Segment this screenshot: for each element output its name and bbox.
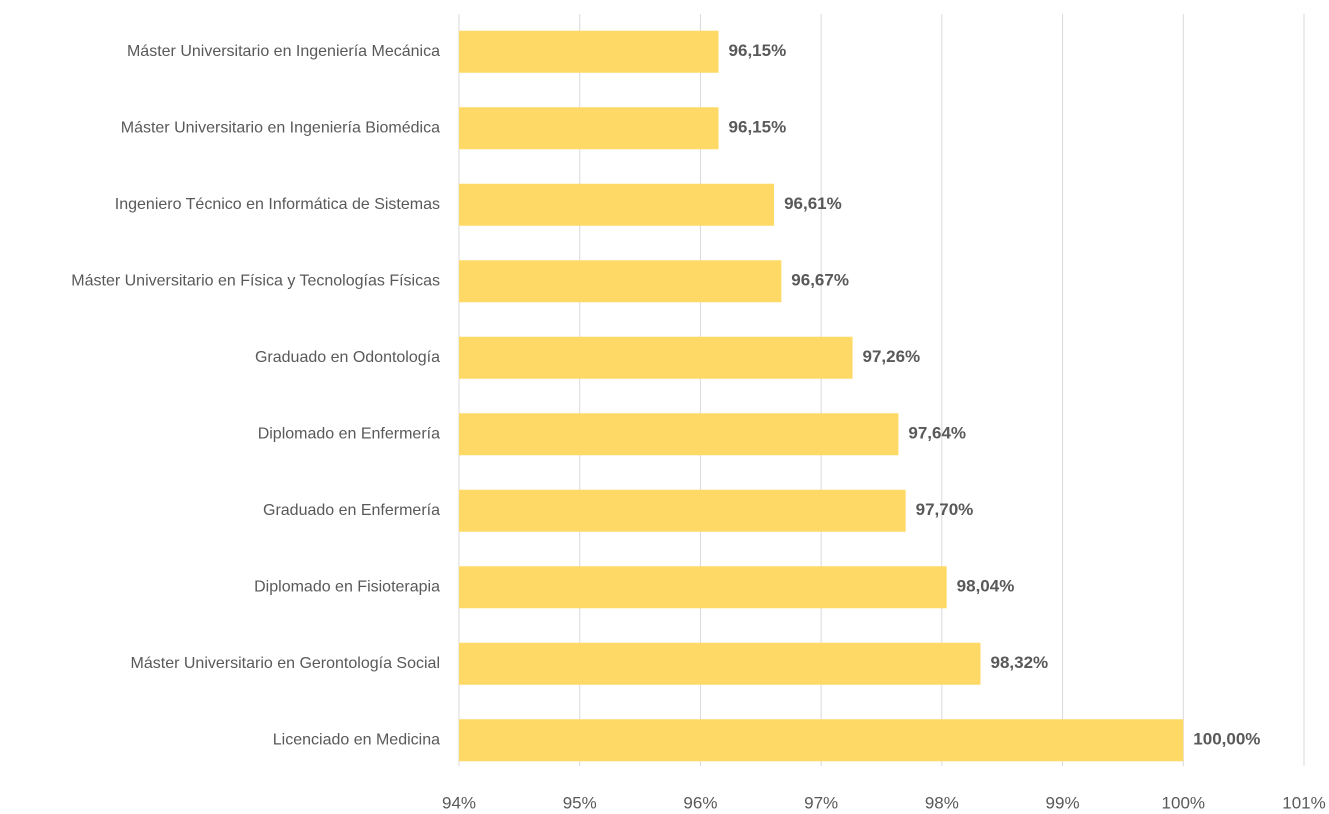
- y-tick-label: Diplomado en Enfermería: [258, 425, 440, 442]
- y-tick-label: Graduado en Odontología: [255, 349, 440, 366]
- bar: [459, 642, 981, 685]
- bar: [459, 260, 782, 303]
- data-label: 97,64%: [908, 424, 966, 443]
- data-label: 97,70%: [916, 500, 974, 519]
- y-tick-label: Ingeniero Técnico en Informática de Sist…: [115, 196, 440, 213]
- y-tick-label: Graduado en Enfermería: [263, 502, 440, 519]
- bar: [459, 336, 853, 379]
- x-tick-label: 94%: [442, 793, 476, 812]
- bar: [459, 566, 947, 609]
- x-tick-label: 100%: [1162, 793, 1205, 812]
- y-tick-label: Máster Universitario en Ingeniería Mecán…: [127, 43, 440, 60]
- y-tick-label: Licenciado en Medicina: [273, 731, 440, 748]
- data-label: 96,67%: [791, 271, 849, 290]
- x-tick-label: 95%: [563, 793, 597, 812]
- data-label: 96,15%: [729, 41, 787, 60]
- y-tick-label: Máster Universitario en Gerontología Soc…: [131, 655, 440, 672]
- y-tick-label: Máster Universitario en Física y Tecnolo…: [71, 272, 440, 289]
- x-tick-label: 96%: [683, 793, 717, 812]
- bar: [459, 489, 906, 532]
- data-label: 98,32%: [990, 653, 1048, 672]
- data-label: 98,04%: [957, 577, 1015, 596]
- data-label: 96,61%: [784, 194, 842, 213]
- y-tick-label: Diplomado en Fisioterapia: [254, 578, 440, 595]
- y-tick-label: Máster Universitario en Ingeniería Biomé…: [121, 119, 440, 136]
- x-tick-label: 101%: [1282, 793, 1325, 812]
- data-label: 96,15%: [729, 118, 787, 137]
- x-tick-label: 99%: [1046, 793, 1080, 812]
- data-label: 100,00%: [1193, 730, 1260, 749]
- x-tick-label: 98%: [925, 793, 959, 812]
- data-label: 97,26%: [863, 347, 921, 366]
- bar: [459, 107, 719, 150]
- x-tick-label: 97%: [804, 793, 838, 812]
- bar: [459, 183, 775, 226]
- bar: [459, 30, 719, 73]
- bar: [459, 719, 1184, 762]
- bar: [459, 413, 899, 456]
